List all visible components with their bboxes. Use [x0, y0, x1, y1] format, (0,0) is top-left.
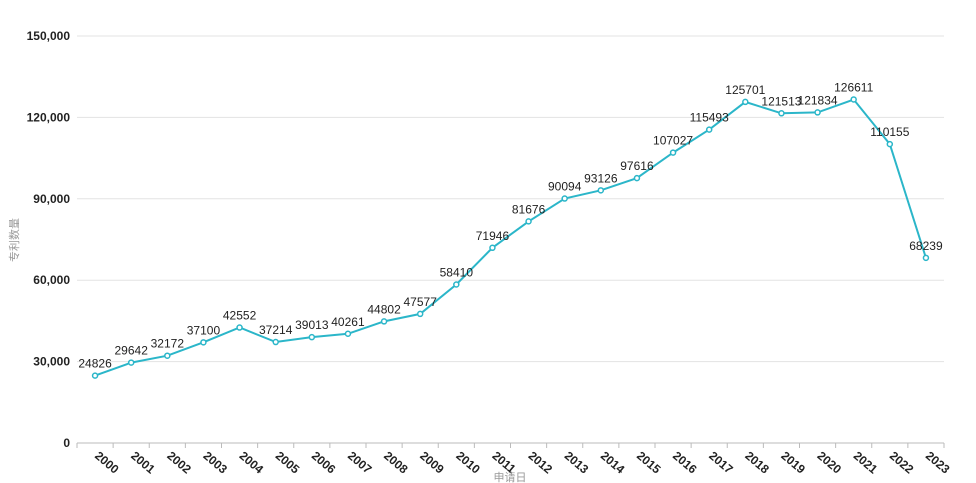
x-tick-label: 2010 [453, 449, 483, 477]
data-point [272, 338, 279, 346]
data-label: 107027 [653, 134, 693, 148]
y-tick-label: 150,000 [27, 29, 71, 43]
y-tick-label: 60,000 [33, 273, 70, 287]
data-point [91, 372, 99, 379]
x-tick-label: 2004 [237, 449, 267, 477]
data-label: 125701 [725, 83, 765, 97]
data-point [886, 140, 894, 148]
data-point [453, 281, 460, 288]
data-label: 58410 [440, 266, 474, 280]
series-line [94, 98, 927, 377]
data-point [922, 254, 930, 262]
y-tick-label: 0 [63, 436, 70, 450]
data-label: 24826 [78, 357, 112, 371]
data-point [742, 98, 749, 106]
data-label: 44802 [367, 302, 401, 316]
data-point [633, 174, 641, 182]
data-label: 37214 [259, 323, 293, 337]
x-tick-label: 2000 [92, 449, 122, 477]
x-tick-label: 2017 [706, 449, 736, 477]
y-tick-label: 30,000 [33, 355, 70, 369]
y-tick-label: 120,000 [27, 110, 71, 124]
x-tick-label: 2005 [273, 449, 303, 477]
data-point [597, 187, 605, 194]
x-tick-label: 2003 [201, 449, 231, 477]
data-point [705, 126, 713, 133]
x-tick-label: 2002 [164, 449, 194, 477]
x-axis-title: 申请日 [494, 471, 527, 483]
data-label: 68239 [909, 239, 943, 253]
x-tick-label: 2019 [779, 449, 809, 477]
x-tick-label: 2001 [128, 449, 158, 477]
data-point [164, 352, 171, 359]
data-point [489, 244, 496, 252]
y-axis-ticks: 0 30,000 60,000 90,000 120,000 150,000 [27, 29, 71, 450]
data-label: 90094 [548, 180, 582, 194]
x-tick-label: 2022 [887, 449, 917, 477]
data-point [669, 149, 677, 156]
data-label: 32172 [151, 337, 185, 351]
data-label: 71946 [476, 229, 510, 243]
data-label: 37100 [187, 323, 221, 337]
x-tick-label: 2016 [670, 449, 700, 477]
x-tick-label: 2014 [598, 449, 628, 477]
x-tick-label: 2013 [562, 449, 592, 477]
y-axis-title: 专利数量 [7, 218, 21, 262]
data-points [91, 96, 930, 379]
data-point [127, 359, 135, 366]
data-point [380, 318, 388, 325]
data-label: 29642 [115, 344, 149, 358]
data-point [344, 330, 352, 338]
data-label: 93126 [584, 171, 618, 185]
data-label: 97616 [620, 159, 654, 173]
x-tick-label: 2015 [634, 449, 664, 477]
data-label: 115493 [690, 111, 729, 125]
data-label: 40261 [331, 315, 365, 329]
x-tick-label: 2023 [923, 449, 953, 477]
data-label: 126611 [834, 80, 873, 94]
data-point [778, 110, 785, 117]
y-tick-label: 90,000 [33, 192, 70, 206]
x-tick-label: 2021 [851, 449, 881, 477]
data-point [525, 218, 532, 225]
data-label: 39013 [295, 318, 329, 332]
data-point [200, 339, 207, 346]
x-tick-label: 2007 [345, 449, 375, 477]
x-tick-label: 2009 [417, 449, 447, 477]
x-tick-label: 2008 [381, 449, 411, 477]
grid-lines [77, 35, 944, 363]
data-label: 81676 [512, 202, 546, 216]
data-point [236, 324, 243, 331]
data-label: 42552 [223, 309, 257, 323]
x-tick-label: 2006 [309, 449, 339, 477]
data-point [850, 96, 857, 103]
data-label: 121513 [761, 94, 801, 108]
x-tick-label: 2020 [815, 449, 845, 477]
data-point [814, 109, 821, 116]
x-tick-label: 2018 [742, 449, 772, 477]
data-point [308, 333, 316, 341]
data-label: 110155 [870, 125, 909, 139]
data-point [561, 195, 568, 202]
data-label: 47577 [404, 295, 438, 309]
data-label: 121834 [798, 93, 838, 107]
data-point [416, 310, 424, 318]
x-tick-label: 2012 [526, 449, 556, 477]
